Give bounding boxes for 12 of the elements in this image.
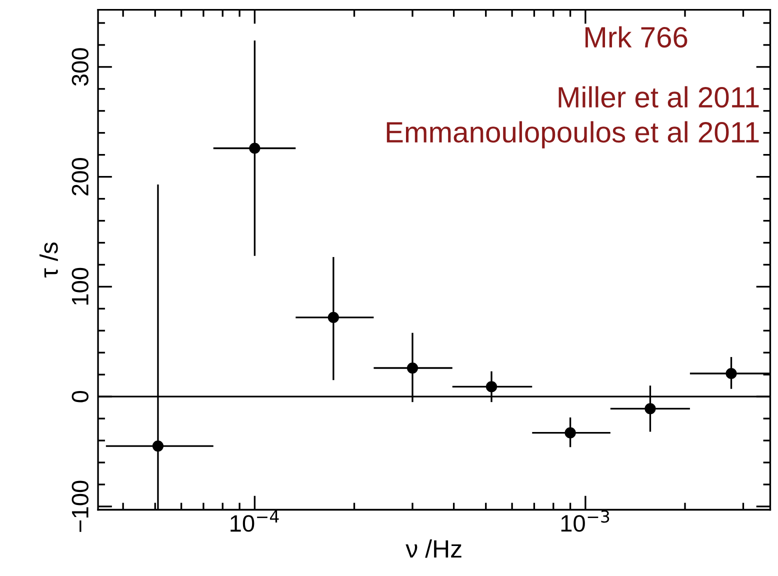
x-axis-title: ν /Hz (406, 539, 462, 558)
annotation: Miller et al 2011 (558, 86, 759, 108)
annotation: Mrk 766 (586, 26, 688, 48)
y-tick-label: 200 (72, 158, 88, 196)
x-tick-label: 10$^{−3}$ (561, 510, 610, 532)
annotation: Emmanoulopoulos et al 2011 (386, 121, 759, 148)
y-tick-label: 100 (72, 268, 88, 305)
y-tick-label: 0 (72, 390, 88, 402)
x-tick-label: 10$^{−4}$ (230, 510, 279, 532)
y-axis-title: τ /s (40, 242, 58, 278)
y-tick-label: 300 (72, 48, 88, 86)
y-tick-label: −100 (72, 480, 88, 532)
